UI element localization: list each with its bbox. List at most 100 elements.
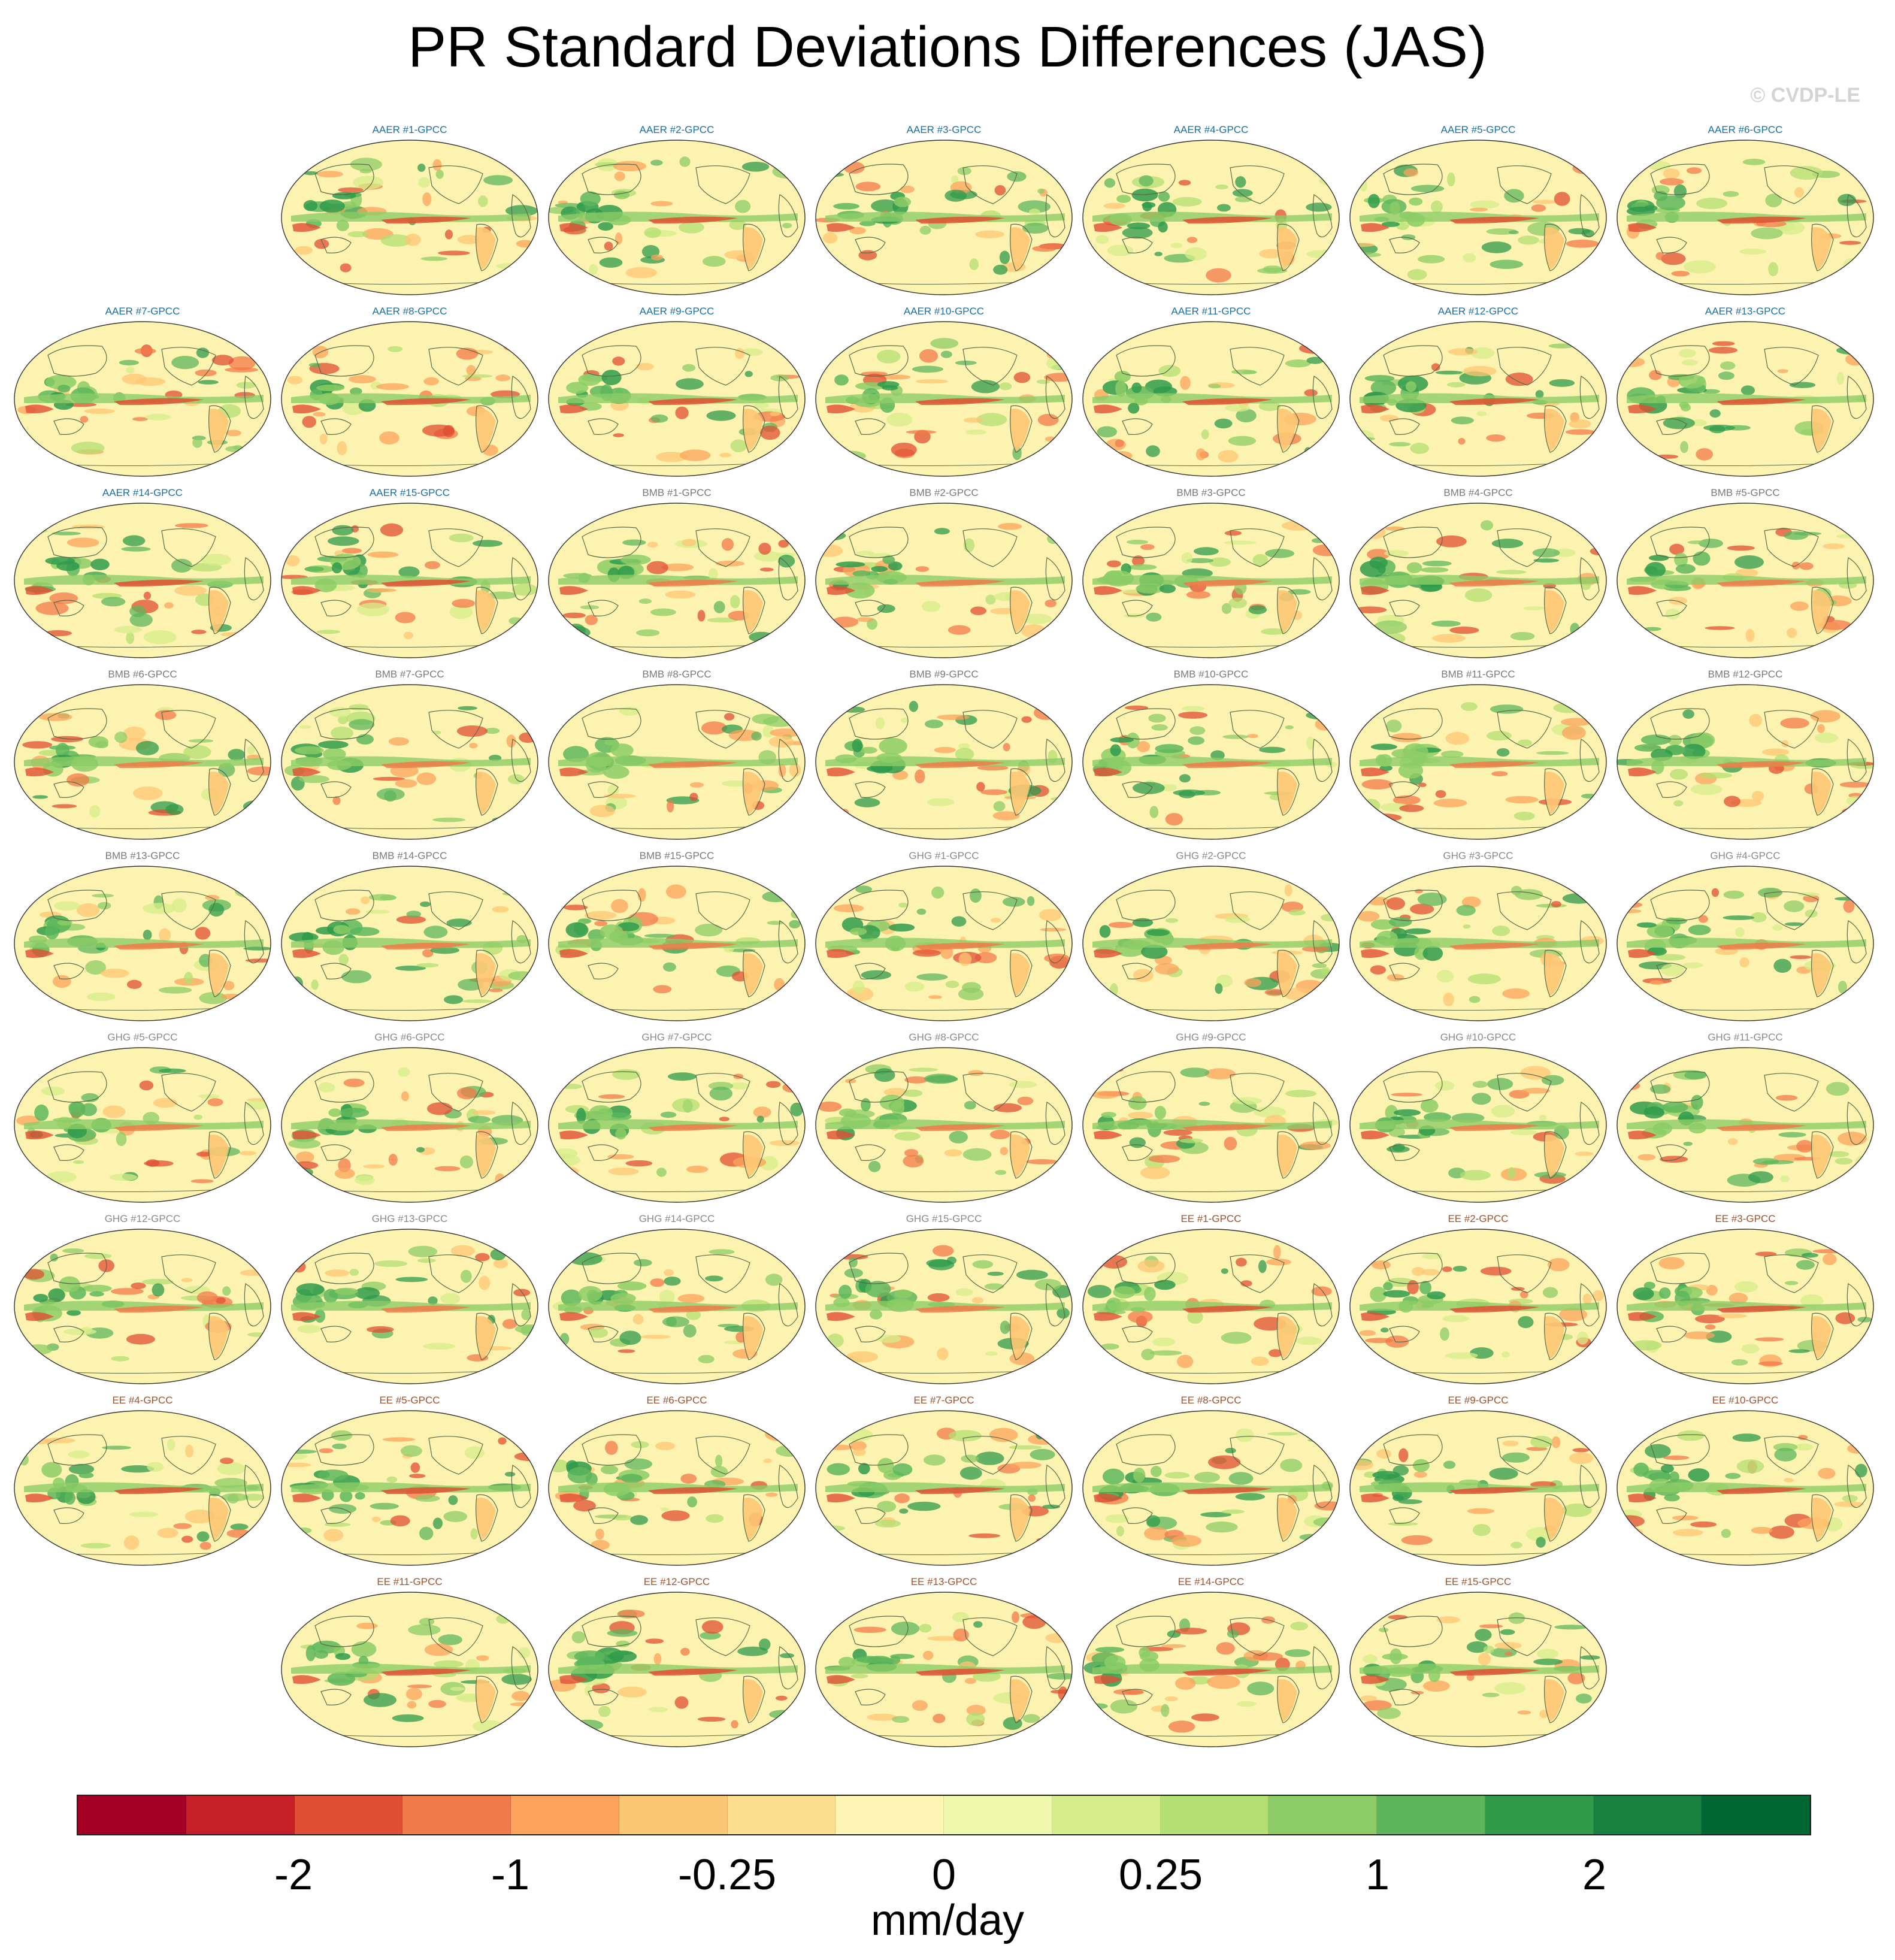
map-panel: GHG #4-GPCC	[1615, 849, 1876, 1023]
map-panel: AAER #7-GPCC	[12, 305, 273, 479]
global-precip-map	[548, 321, 806, 477]
map-panel: GHG #13-GPCC	[279, 1212, 540, 1386]
colorbar-swatch	[1269, 1796, 1377, 1834]
map-panel: AAER #10-GPCC	[813, 305, 1074, 479]
colorbar-swatch	[1377, 1796, 1485, 1834]
global-precip-map	[1082, 684, 1340, 840]
global-precip-map	[815, 1592, 1073, 1747]
panel-title: AAER #1-GPCC	[372, 124, 447, 135]
panel-title: EE #14-GPCC	[1177, 1576, 1245, 1587]
global-precip-map	[14, 1410, 271, 1566]
map-panel: AAER #12-GPCC	[1348, 305, 1609, 479]
panel-title: AAER #3-GPCC	[906, 124, 982, 135]
map-panel: BMB #8-GPCC	[546, 668, 807, 842]
panel-title: AAER #13-GPCC	[1705, 306, 1786, 317]
colorbar-swatch	[1160, 1796, 1269, 1834]
global-precip-map	[1616, 866, 1874, 1021]
panel-title: EE #13-GPCC	[910, 1576, 977, 1587]
map-panel: EE #5-GPCC	[279, 1394, 540, 1568]
global-precip-map	[281, 140, 538, 295]
panel-title: GHG #4-GPCC	[1710, 850, 1781, 861]
panel-title: BMB #8-GPCC	[642, 669, 712, 680]
map-panel: BMB #3-GPCC	[1080, 486, 1342, 660]
global-precip-map	[1349, 1592, 1607, 1747]
panel-title: AAER #10-GPCC	[903, 306, 985, 317]
map-panel: BMB #13-GPCC	[12, 849, 273, 1023]
colorbar-tick-label: 2	[1582, 1851, 1607, 1899]
global-precip-map	[1349, 140, 1607, 295]
global-precip-map	[14, 1047, 271, 1203]
global-precip-map	[1082, 140, 1340, 295]
map-panel: EE #2-GPCC	[1348, 1212, 1609, 1386]
panel-title: GHG #9-GPCC	[1176, 1032, 1246, 1043]
map-panel: BMB #14-GPCC	[279, 849, 540, 1023]
global-precip-map	[548, 1229, 806, 1384]
map-panel: AAER #11-GPCC	[1080, 305, 1342, 479]
panel-title: AAER #8-GPCC	[372, 306, 447, 317]
figure-title: PR Standard Deviations Differences (JAS)	[408, 15, 1487, 79]
panel-title: GHG #3-GPCC	[1443, 850, 1513, 861]
panel-title: AAER #2-GPCC	[639, 124, 715, 135]
panel-title: EE #6-GPCC	[646, 1395, 707, 1406]
map-panel: BMB #9-GPCC	[813, 668, 1074, 842]
map-panel: AAER #1-GPCC	[279, 123, 540, 297]
map-panel: BMB #6-GPCC	[12, 668, 273, 842]
global-precip-map	[548, 140, 806, 295]
panel-title: BMB #13-GPCC	[105, 850, 180, 861]
panel-title: BMB #10-GPCC	[1173, 669, 1249, 680]
panel-title: AAER #6-GPCC	[1708, 124, 1783, 135]
panel-title: BMB #3-GPCC	[1176, 487, 1246, 498]
colorbar	[77, 1795, 1811, 1835]
map-panel: AAER #14-GPCC	[12, 486, 273, 660]
map-panel: BMB #7-GPCC	[279, 668, 540, 842]
colorbar-swatch	[1593, 1796, 1702, 1834]
colorbar-units: mm/day	[870, 1897, 1025, 1944]
map-panel: BMB #4-GPCC	[1348, 486, 1609, 660]
panel-title: GHG #11-GPCC	[1708, 1032, 1783, 1043]
global-precip-map	[815, 321, 1073, 477]
map-panel: GHG #12-GPCC	[12, 1212, 273, 1386]
map-panel: AAER #4-GPCC	[1080, 123, 1342, 297]
global-precip-map	[815, 1229, 1073, 1384]
panel-title: EE #3-GPCC	[1715, 1213, 1776, 1224]
panel-title: GHG #7-GPCC	[641, 1032, 712, 1043]
panel-title: AAER #4-GPCC	[1173, 124, 1249, 135]
global-precip-map	[1616, 503, 1874, 658]
map-panel: BMB #5-GPCC	[1615, 486, 1876, 660]
map-panel: BMB #12-GPCC	[1615, 668, 1876, 842]
panel-title: EE #4-GPCC	[112, 1395, 173, 1406]
map-panel: GHG #7-GPCC	[546, 1031, 807, 1205]
map-panel: GHG #10-GPCC	[1348, 1031, 1609, 1205]
panel-title: AAER #7-GPCC	[105, 306, 180, 317]
colorbar-swatch	[836, 1796, 944, 1834]
colorbar-tick-label: -2	[274, 1851, 313, 1899]
global-precip-map	[281, 866, 538, 1021]
colorbar-swatch	[619, 1796, 728, 1834]
colorbar-swatch	[402, 1796, 511, 1834]
global-precip-map	[14, 321, 271, 477]
colorbar-tick-label: 0	[931, 1851, 956, 1899]
global-precip-map	[281, 1047, 538, 1203]
global-precip-map	[1082, 1592, 1340, 1747]
colorbar-swatches	[77, 1795, 1811, 1835]
global-precip-map	[281, 1229, 538, 1384]
map-panel: EE #14-GPCC	[1080, 1575, 1342, 1749]
map-panel: GHG #14-GPCC	[546, 1212, 807, 1386]
map-panel: EE #15-GPCC	[1348, 1575, 1609, 1749]
map-panel-grid: AAER #1-GPCC AAER #2-GPCC	[12, 123, 1876, 1749]
global-precip-map	[1349, 1410, 1607, 1566]
global-precip-map	[1349, 1047, 1607, 1203]
global-precip-map	[281, 503, 538, 658]
map-panel: EE #10-GPCC	[1615, 1394, 1876, 1568]
colorbar-swatch	[727, 1796, 836, 1834]
global-precip-map	[1616, 1410, 1874, 1566]
global-precip-map	[1082, 1047, 1340, 1203]
global-precip-map	[1082, 321, 1340, 477]
panel-title: EE #10-GPCC	[1712, 1395, 1779, 1406]
global-precip-map	[1349, 1229, 1607, 1384]
colorbar-swatch	[1702, 1796, 1810, 1834]
global-precip-map	[1082, 503, 1340, 658]
global-precip-map	[815, 140, 1073, 295]
global-precip-map	[815, 1047, 1073, 1203]
colorbar-swatch	[78, 1796, 186, 1834]
